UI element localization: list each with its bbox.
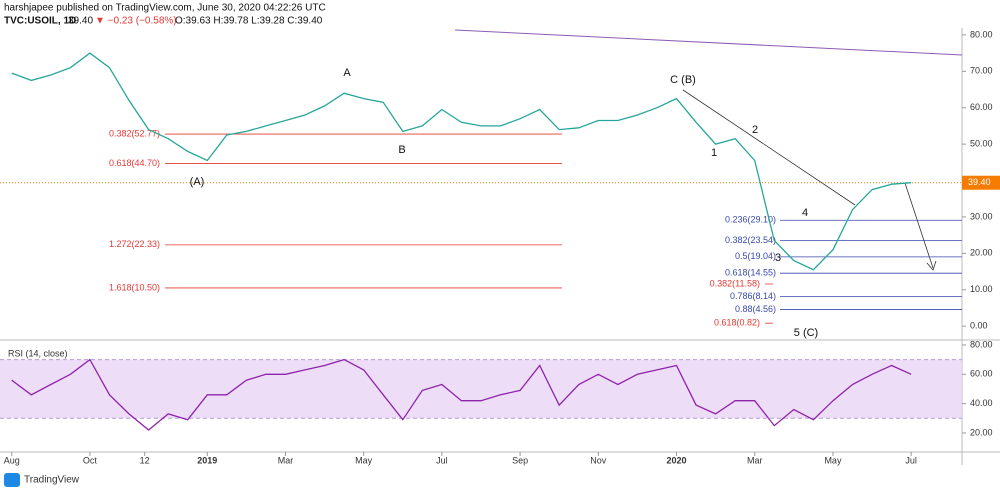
- rsi-label: RSI (14, close): [8, 348, 68, 358]
- x-tick-label: Nov: [590, 455, 607, 465]
- wave-label: 5 (C): [794, 327, 818, 339]
- fib-label: 0.618(0.82): [714, 318, 760, 328]
- x-tick-label: 2019: [197, 455, 217, 465]
- fib-label: 0.382(11.58): [710, 278, 760, 288]
- x-tick-label: Aug: [4, 455, 20, 465]
- y-tick-label: 0.00: [970, 321, 988, 331]
- fib-label: 0.618(14.55): [725, 268, 776, 278]
- wave-label: A: [343, 67, 351, 79]
- rsi-line: [11, 358, 912, 431]
- wave-label: 3: [775, 252, 781, 264]
- y-tick-label: 30.00: [970, 211, 993, 221]
- wave-label: 2: [752, 124, 758, 136]
- arrow-head: [926, 260, 937, 271]
- price-line: [11, 52, 912, 271]
- x-tick-label: Oct: [83, 455, 98, 465]
- rsi-band: [0, 359, 962, 419]
- y-tick-label: 70.00: [970, 66, 993, 76]
- footer: TradingView: [24, 475, 80, 486]
- x-tick-label: May: [824, 455, 842, 465]
- trend-line: [682, 89, 856, 206]
- symbol: TVC:USOIL, 1D: [4, 16, 76, 27]
- x-tick-label: May: [355, 455, 373, 465]
- y-tick-label: 60.00: [970, 102, 993, 112]
- x-tick-label: 2020: [667, 455, 687, 465]
- y-tick-label: 50.00: [970, 139, 993, 149]
- y-tick-label: 20.00: [970, 248, 993, 258]
- trend-line: [454, 29, 963, 56]
- ohlc: O:39.63 H:39.78 L:39.28 C:39.40: [175, 16, 323, 27]
- change: ▼ −0.23 (−0.58%): [95, 16, 177, 27]
- fib-label: 0.786(8.14): [730, 291, 776, 301]
- fib-label: 1.618(10.50): [109, 282, 160, 292]
- y-tick-label: 10.00: [970, 284, 993, 294]
- fib-label: 0.5(19.04): [735, 251, 776, 261]
- last-price-box: [962, 175, 1000, 190]
- last-value: 39.40: [68, 16, 93, 27]
- publish-line: harshjapee published on TradingView.com,…: [4, 3, 326, 14]
- fib-label: 0.618(44.70): [109, 158, 160, 168]
- y-tick-label: 80.00: [970, 29, 993, 39]
- fib-label: 0.382(52.77): [109, 128, 160, 138]
- fib-label: 0.236(29.10): [725, 215, 776, 225]
- x-tick-label: Jul: [436, 455, 448, 465]
- x-tick-label: Jul: [905, 455, 917, 465]
- logo: [4, 473, 20, 487]
- wave-label: (A): [190, 176, 205, 188]
- y-tick-label: 60.00: [970, 369, 993, 379]
- x-tick-label: Mar: [278, 455, 294, 465]
- x-tick-label: 12: [140, 455, 150, 465]
- wave-label: 4: [802, 207, 808, 219]
- fib-label: 0.382(23.54): [725, 235, 776, 245]
- y-tick-label: 20.00: [970, 427, 993, 437]
- wave-label: 1: [711, 147, 717, 159]
- last-price-label: 39.40: [968, 177, 991, 187]
- y-tick-label: 40.00: [970, 398, 993, 408]
- x-tick-label: Mar: [747, 455, 763, 465]
- wave-label: B: [398, 144, 405, 156]
- fib-label: 1.272(22.33): [109, 239, 160, 249]
- projection-arrow: [904, 182, 934, 269]
- fib-label: 0.88(4.56): [735, 304, 776, 314]
- wave-label: C (B): [670, 74, 696, 86]
- y-tick-label: 80.00: [970, 339, 993, 349]
- x-tick-label: Sep: [512, 455, 528, 465]
